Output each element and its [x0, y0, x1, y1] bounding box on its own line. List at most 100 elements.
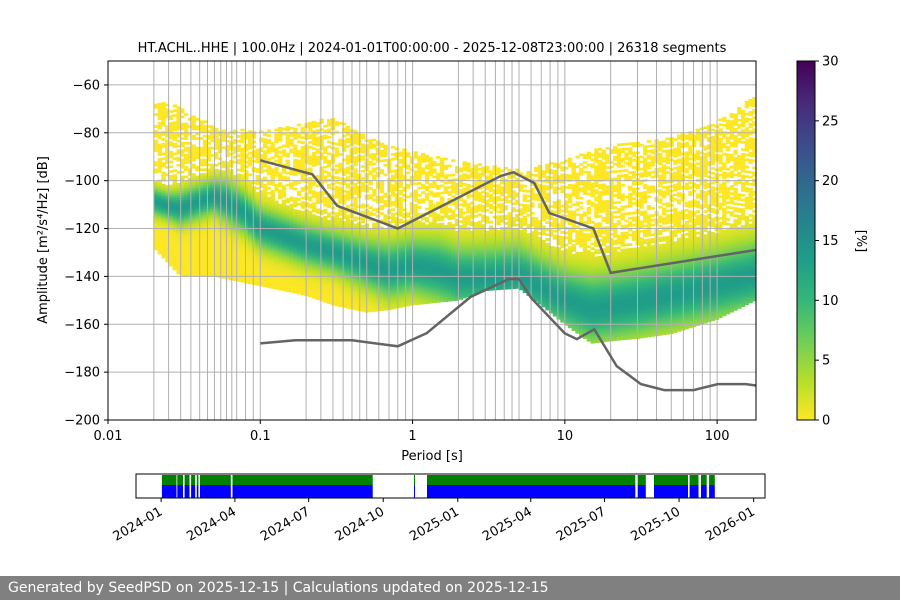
heatmap-cell [187, 218, 193, 222]
heatmap-cell [308, 232, 313, 235]
heatmap-cell [326, 236, 332, 240]
heatmap-cell [368, 153, 373, 157]
heatmap-cell [165, 254, 170, 258]
heatmap-cell [406, 250, 411, 254]
heatmap-cell [214, 262, 219, 266]
heatmap-cell [326, 282, 332, 285]
heatmap-cell [372, 265, 377, 269]
heatmap-cell [240, 140, 245, 144]
heatmap-cell [454, 206, 460, 210]
heatmap-cell [176, 159, 181, 162]
heatmap-cell [485, 264, 490, 267]
heatmap-cell [432, 226, 437, 229]
heatmap-cell [168, 258, 174, 262]
heatmap-cell [285, 219, 290, 223]
heatmap-cell [338, 213, 343, 216]
heatmap-cell [432, 161, 437, 164]
heatmap-cell [492, 263, 497, 267]
heatmap-cell [413, 287, 418, 291]
heatmap-cell [232, 201, 238, 205]
heatmap-cell [454, 192, 460, 196]
heatmap-cell [300, 158, 305, 161]
heatmap-cell [319, 217, 324, 220]
heatmap-cell [191, 194, 196, 198]
heatmap-cell [206, 247, 211, 251]
heatmap-cell [462, 290, 467, 294]
heatmap-cell [383, 231, 388, 234]
heatmap-cell [454, 283, 460, 287]
heatmap-cell [466, 167, 471, 170]
heatmap-cell [296, 171, 302, 175]
heatmap-cell [172, 248, 178, 252]
heatmap-cell [323, 170, 328, 174]
heatmap-cell [345, 238, 351, 242]
heatmap-cell [402, 251, 407, 255]
heatmap-cell [439, 287, 445, 291]
heatmap-cell [240, 164, 245, 168]
heatmap-cell [300, 275, 305, 279]
heatmap-cell [383, 214, 388, 217]
heatmap-cell [372, 297, 377, 300]
heatmap-cell [168, 150, 174, 154]
heatmap-cell [368, 283, 373, 286]
heatmap-cell [247, 259, 253, 263]
heatmap-cell [296, 159, 302, 163]
heatmap-cell [300, 203, 305, 207]
heatmap-cell [406, 219, 411, 223]
heatmap-cell [176, 271, 181, 275]
heatmap-cell [390, 244, 396, 247]
heatmap-cell [357, 238, 362, 242]
heatmap-cell [417, 167, 422, 171]
heatmap-cell [492, 244, 497, 248]
heatmap-cell [210, 228, 215, 232]
heatmap-cell [383, 259, 388, 263]
heatmap-cell [153, 242, 159, 246]
heatmap-cell [236, 135, 241, 138]
heatmap-cell [191, 137, 196, 140]
heatmap-cell [311, 238, 317, 242]
heatmap-cell [439, 225, 445, 228]
heatmap-cell [296, 166, 302, 170]
heatmap-cell [244, 244, 249, 248]
heatmap-cell [319, 190, 324, 194]
heatmap-cell [255, 213, 260, 217]
heatmap-cell [274, 135, 279, 139]
heatmap-cell [255, 283, 260, 286]
heatmap-cell [206, 175, 211, 179]
heatmap-cell [232, 146, 238, 150]
heatmap-cell [360, 225, 366, 228]
heatmap-cell [323, 211, 328, 214]
heatmap-cell [225, 250, 230, 254]
heatmap-cell [432, 242, 437, 246]
heatmap-cell [308, 294, 313, 298]
heatmap-cell [180, 202, 185, 205]
heatmap-cell [323, 156, 328, 159]
heatmap-cell [251, 253, 257, 257]
heatmap-cell [153, 180, 159, 184]
heatmap-cell [157, 244, 162, 248]
heatmap-cell [217, 157, 223, 161]
heatmap-cell [372, 162, 377, 166]
heatmap-cell [285, 282, 290, 285]
heatmap-cell [485, 170, 490, 174]
heatmap-cell [187, 125, 193, 128]
heatmap-cell [311, 130, 317, 134]
heatmap-cell [259, 207, 264, 210]
heatmap-cell [315, 210, 321, 214]
heatmap-cell [217, 212, 223, 216]
heatmap-cell [157, 237, 162, 240]
heatmap-cell [168, 225, 174, 229]
heatmap-cell [319, 152, 324, 155]
heatmap-cell [372, 261, 377, 264]
heatmap-cell [206, 266, 211, 270]
heatmap-cell [285, 284, 290, 288]
heatmap-cell [432, 293, 437, 296]
heatmap-cell [485, 187, 490, 191]
heatmap-cell [353, 245, 358, 248]
heatmap-cell [206, 238, 211, 241]
heatmap-cell [262, 188, 268, 192]
heatmap-cell [345, 137, 351, 141]
heatmap-cell [285, 243, 290, 247]
heatmap-cell [454, 288, 460, 292]
heatmap-cell [206, 134, 211, 138]
